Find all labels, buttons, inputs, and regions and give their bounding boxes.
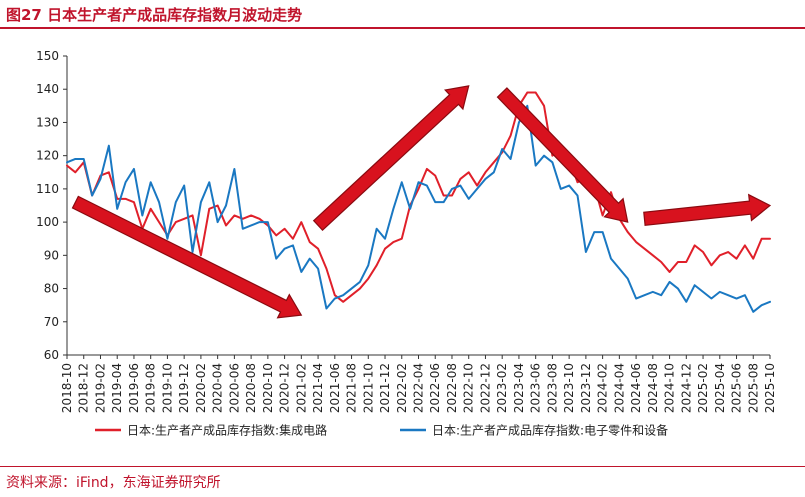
arrow-downtrend-2023 <box>496 87 629 223</box>
chart-title: 图27 日本生产者产成品库存指数月波动走势 <box>6 6 303 24</box>
y-tick-label: 100 <box>36 215 59 229</box>
x-tick-label: 2018-10 <box>60 363 74 413</box>
x-tick-label: 2020-12 <box>278 363 292 413</box>
x-tick-label: 2021-04 <box>311 363 325 413</box>
x-tick-label: 2025-02 <box>696 363 710 413</box>
x-tick-label: 2024-08 <box>646 363 660 413</box>
x-tick-label: 2018-12 <box>77 363 91 413</box>
arrow-downtrend-2018-2021 <box>71 195 303 319</box>
x-tick-label: 2019-04 <box>110 363 124 413</box>
x-tick-label: 2019-02 <box>93 363 107 413</box>
y-tick-label: 140 <box>36 82 59 96</box>
x-tick-label: 2022-10 <box>462 363 476 413</box>
chart-svg: 60 70 80 90 100 110 120 130 140 150 2018-10 2018-12… <box>36 49 777 438</box>
y-tick-label: 90 <box>44 248 59 262</box>
x-tick-label: 2023-02 <box>495 363 509 413</box>
arrows-group <box>71 85 772 319</box>
x-tick-label: 2021-12 <box>378 363 392 413</box>
x-tick-label: 2021-06 <box>328 363 342 413</box>
legend-label-1: 日本:生产者产成品库存指数:集成电路 <box>127 423 327 438</box>
x-tick-label: 2025-10 <box>763 363 777 413</box>
x-tick-label: 2022-04 <box>412 363 426 413</box>
x-tick-label: 2019-06 <box>127 363 141 413</box>
x-tick-label: 2021-02 <box>294 363 308 413</box>
axes-group: 60 70 80 90 100 110 120 130 140 150 2018-10 2018-12… <box>36 49 777 413</box>
x-tick-label: 2024-12 <box>679 363 693 413</box>
legend-group: 日本:生产者产成品库存指数:集成电路 日本:生产者产成品库存指数:电子零件和设备 <box>95 423 668 438</box>
legend-label-2: 日本:生产者产成品库存指数:电子零件和设备 <box>432 423 668 438</box>
x-tick-label: 2024-04 <box>612 363 626 413</box>
x-tick-label: 2021-10 <box>361 363 375 413</box>
series-line-1 <box>66 91 771 303</box>
y-tick-label: 120 <box>36 149 59 163</box>
x-tick-label: 2020-02 <box>194 363 208 413</box>
arrow-uptrend-2024-2025 <box>643 193 772 226</box>
y-tick-label: 60 <box>44 348 59 362</box>
x-tick-label: 2019-10 <box>160 363 174 413</box>
x-tick-label: 2022-06 <box>428 363 442 413</box>
x-tick-label: 2023-10 <box>562 363 576 413</box>
x-tick-label: 2022-02 <box>395 363 409 413</box>
x-tick-label: 2023-06 <box>529 363 543 413</box>
x-tick-label: 2023-04 <box>512 363 526 413</box>
y-tick-label: 70 <box>44 315 59 329</box>
y-tick-label: 80 <box>44 282 59 296</box>
x-tick-label: 2019-12 <box>177 363 191 413</box>
y-tick-label: 150 <box>36 49 59 63</box>
x-tick-label: 2020-04 <box>211 363 225 413</box>
x-tick-label: 2024-02 <box>596 363 610 413</box>
x-tick-label: 2024-06 <box>629 363 643 413</box>
x-tick-label: 2023-08 <box>545 363 559 413</box>
x-tick-label: 2020-10 <box>261 363 275 413</box>
y-tick-label: 110 <box>36 182 59 196</box>
x-tick-label: 2023-12 <box>579 363 593 413</box>
series-line-2 <box>66 104 771 313</box>
series-group <box>66 91 771 313</box>
x-tick-label: 2019-08 <box>144 363 158 413</box>
x-tick-label: 2020-08 <box>244 363 258 413</box>
y-tick-label: 130 <box>36 115 59 129</box>
x-tick-label: 2025-08 <box>746 363 760 413</box>
x-tick-label: 2025-04 <box>713 363 727 413</box>
x-tick-label: 2021-08 <box>345 363 359 413</box>
arrow-uptrend-2021-2022 <box>312 85 470 232</box>
x-tick-label: 2022-12 <box>478 363 492 413</box>
x-tick-label: 2025-06 <box>730 363 744 413</box>
x-tick-label: 2020-06 <box>227 363 241 413</box>
title-divider <box>0 27 805 29</box>
x-tick-label: 2022-08 <box>445 363 459 413</box>
x-tick-label: 2024-10 <box>663 363 677 413</box>
source-note: 资料来源：iFind，东海证券研究所 <box>6 475 221 491</box>
source-divider <box>0 466 805 467</box>
